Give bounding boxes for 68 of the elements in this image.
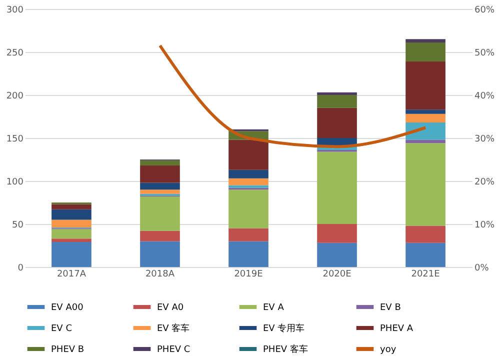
x-tick-label: 2017A [56, 270, 87, 280]
bar [140, 160, 180, 166]
bar [52, 229, 92, 239]
y-tick-label: 50 [12, 220, 24, 230]
bar [317, 152, 357, 224]
y2-tick-label: 20% [474, 178, 495, 188]
bar [406, 143, 446, 226]
bar [406, 122, 446, 140]
y-tick-label: 100 [6, 178, 24, 188]
bar [52, 204, 92, 210]
bar [140, 230, 180, 242]
legend-label: EV 专用车 [263, 323, 305, 334]
legend-label: EV B [380, 303, 401, 313]
bar [140, 182, 180, 190]
y-tick-label: 0 [18, 264, 24, 274]
legend-label: EV 客车 [157, 323, 190, 334]
x-tick-label: 2018A [145, 270, 176, 280]
x-tick-label: 2021E [411, 270, 440, 280]
bar [406, 226, 446, 243]
legend-label: EV A00 [51, 303, 84, 313]
y-tick-label: 200 [6, 92, 24, 102]
y-tick-label: 150 [6, 134, 24, 144]
bar [140, 196, 180, 231]
y2-tick-label: 0% [474, 264, 490, 274]
legend-label: EV A0 [157, 303, 184, 313]
bar [228, 185, 268, 188]
bar [317, 92, 357, 95]
legend-label: PHEV A [380, 324, 414, 334]
bar [406, 242, 446, 267]
bar [317, 108, 357, 138]
bar [317, 242, 357, 267]
y2-tick-label: 40% [474, 92, 495, 102]
bar [406, 110, 446, 114]
y2-tick-label: 30% [474, 134, 495, 144]
legend-label: yoy [380, 345, 397, 355]
bar [140, 241, 180, 267]
bar [406, 140, 446, 144]
bar [228, 241, 268, 267]
bar [406, 114, 446, 123]
bar [228, 178, 268, 186]
bar [406, 42, 446, 62]
bar [52, 220, 92, 228]
bar [228, 170, 268, 178]
y2-tick-label: 10% [474, 220, 495, 230]
bar [52, 238, 92, 242]
bar [140, 166, 180, 183]
bar [228, 190, 268, 228]
bar [406, 39, 446, 43]
y-tick-label: 300 [6, 6, 24, 16]
bar [317, 224, 357, 243]
x-tick-label: 2019E [234, 270, 264, 280]
bar [140, 190, 180, 194]
line-series [158, 44, 428, 148]
bar [406, 61, 446, 110]
legend-label: PHEV 客车 [263, 344, 308, 355]
legend-label: PHEV B [51, 345, 84, 355]
bar [228, 228, 268, 242]
y2-tick-label: 50% [474, 48, 495, 58]
bar [52, 209, 92, 220]
bar [52, 242, 92, 267]
bar [228, 140, 268, 170]
x-tick-label: 2020E [322, 270, 352, 280]
legend-label: PHEV C [157, 345, 190, 355]
legend-label: EV A [263, 303, 285, 313]
y2-tick-label: 60% [474, 6, 495, 16]
legend-label: EV C [51, 324, 72, 334]
bar [317, 95, 357, 108]
y-tick-label: 250 [6, 48, 24, 58]
